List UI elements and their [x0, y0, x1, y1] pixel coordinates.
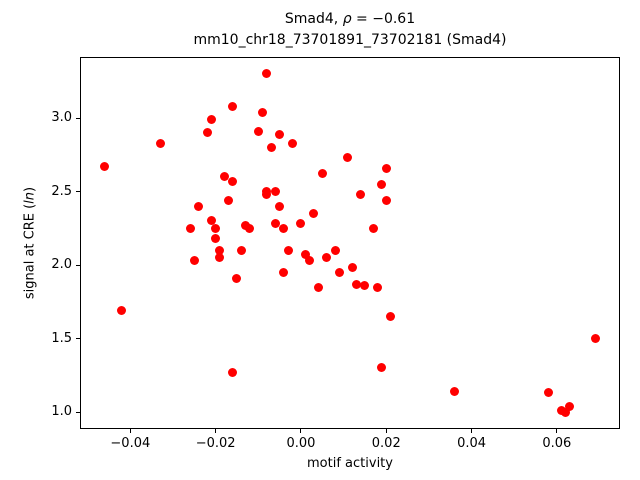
data-point	[185, 223, 195, 233]
y-tick-mark	[76, 191, 80, 193]
data-point	[262, 69, 272, 79]
data-point	[373, 282, 383, 292]
data-point	[258, 107, 268, 117]
data-point	[368, 223, 378, 233]
x-tick-mark	[300, 429, 302, 433]
data-point	[100, 162, 110, 172]
plot-area	[80, 57, 620, 429]
y-axis-label: signal at CRE (ln)	[23, 187, 38, 299]
data-point	[304, 256, 314, 266]
data-point	[313, 282, 323, 292]
data-point	[450, 387, 459, 396]
y-tick-label: 2.0	[51, 257, 72, 273]
data-point	[377, 363, 387, 373]
data-point	[300, 250, 310, 260]
data-point	[283, 245, 293, 255]
data-point	[317, 169, 327, 179]
data-point	[215, 245, 225, 255]
data-point	[194, 201, 204, 211]
data-point	[206, 216, 216, 226]
data-point	[155, 138, 165, 148]
x-tick-label: −0.02	[195, 436, 236, 451]
data-point	[228, 176, 238, 186]
y-tick-label: 2.5	[51, 183, 72, 199]
data-point	[543, 388, 553, 398]
data-point	[202, 128, 212, 138]
data-point	[189, 256, 199, 266]
data-point	[279, 223, 289, 233]
data-point	[296, 219, 306, 229]
data-point	[275, 129, 285, 139]
x-tick-mark	[385, 429, 387, 433]
data-point	[117, 306, 127, 316]
data-point	[334, 267, 344, 277]
y-tick-mark	[76, 264, 80, 266]
chart-subtitle: mm10_chr18_73701891_73702181 (Smad4)	[193, 32, 507, 48]
data-point	[343, 153, 353, 163]
x-tick-label: 0.04	[457, 436, 487, 451]
x-tick-mark	[129, 429, 131, 433]
x-tick-label: 0.02	[371, 436, 401, 451]
data-point	[309, 209, 319, 219]
data-point	[565, 401, 575, 411]
data-point	[279, 267, 289, 277]
data-point	[211, 223, 221, 233]
data-point	[223, 195, 233, 205]
data-point	[356, 189, 366, 199]
y-tick-label: 3.0	[51, 110, 72, 126]
data-point	[228, 367, 238, 377]
data-point	[377, 179, 387, 189]
x-tick-label: −0.04	[110, 436, 151, 451]
title-text: Smad4,	[284, 11, 343, 27]
data-point	[236, 245, 246, 255]
y-tick-mark	[76, 338, 80, 340]
y-tick-mark	[76, 117, 80, 119]
x-tick-label: 0.06	[542, 436, 572, 451]
y-tick-label: 1.5	[51, 330, 72, 346]
data-point	[381, 163, 391, 173]
rho-symbol: ρ	[342, 11, 352, 27]
data-point	[266, 142, 276, 152]
data-point	[347, 263, 357, 273]
data-point	[360, 281, 370, 291]
x-tick-mark	[215, 429, 217, 433]
data-point	[287, 138, 297, 148]
data-point	[262, 189, 272, 199]
y-tick-mark	[76, 411, 80, 413]
data-point	[215, 253, 225, 263]
data-point	[232, 273, 242, 283]
data-point	[381, 195, 391, 205]
data-point	[211, 234, 221, 244]
data-point	[322, 253, 332, 263]
data-point	[270, 219, 280, 229]
data-point	[270, 187, 280, 197]
data-point	[206, 114, 216, 124]
x-axis-label: motif activity	[307, 456, 393, 471]
data-point	[386, 312, 396, 322]
data-point	[228, 101, 238, 111]
data-point	[590, 334, 600, 344]
data-point	[275, 201, 285, 211]
chart-title: Smad4, ρ = −0.61	[80, 10, 620, 28]
data-point	[245, 223, 255, 233]
data-point	[560, 407, 570, 417]
y-axis-label-text: signal at CRE (	[22, 203, 38, 300]
data-point	[253, 126, 263, 136]
data-point	[351, 279, 361, 289]
data-point	[330, 245, 340, 255]
x-tick-label: 0.00	[286, 436, 316, 451]
data-point	[219, 172, 229, 182]
title-value: = −0.61	[351, 11, 416, 27]
x-tick-mark	[556, 429, 558, 433]
x-tick-mark	[471, 429, 473, 433]
y-tick-label: 1.0	[51, 404, 72, 420]
